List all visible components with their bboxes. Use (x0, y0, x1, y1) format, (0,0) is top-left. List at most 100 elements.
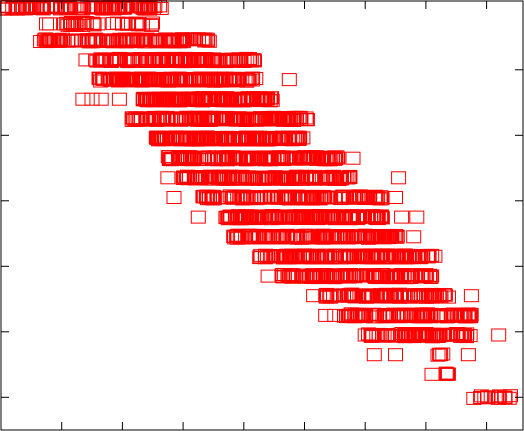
data-point (407, 328, 423, 342)
data-point (232, 190, 248, 203)
data-point (250, 231, 266, 245)
data-point (150, 72, 166, 86)
data-point (360, 289, 376, 303)
data-point (303, 250, 319, 264)
data-point (219, 54, 235, 68)
data-point (443, 327, 459, 341)
data-point (491, 328, 507, 342)
data-point (125, 52, 141, 66)
data-point (197, 32, 213, 46)
data-point (78, 16, 94, 29)
data-point (388, 269, 404, 283)
data-point (355, 209, 371, 223)
data-point (410, 290, 425, 304)
data-point (249, 192, 265, 206)
data-point (316, 250, 332, 264)
data-point (235, 172, 251, 185)
data-point (282, 209, 298, 223)
data-point (216, 92, 232, 105)
data-point (452, 307, 468, 321)
data-point (222, 189, 238, 203)
data-point (186, 133, 202, 147)
data-point (321, 190, 337, 204)
data-point (131, 73, 147, 86)
data-point (492, 389, 508, 403)
data-point (257, 172, 273, 186)
data-point (227, 133, 243, 147)
data-point (129, 0, 145, 13)
data-point (180, 169, 196, 183)
data-point (394, 210, 410, 224)
data-point (437, 288, 453, 302)
data-point (42, 33, 58, 46)
data-point (433, 348, 449, 362)
data-point (178, 170, 194, 184)
data-point (189, 55, 205, 68)
data-point (287, 250, 303, 264)
data-point (43, 34, 58, 48)
data-point (229, 73, 244, 87)
data-point (172, 71, 188, 85)
data-point (327, 268, 342, 282)
data-point (501, 391, 517, 405)
data-point (206, 192, 222, 206)
data-point (199, 91, 215, 105)
data-point (273, 132, 289, 146)
data-point (195, 91, 211, 105)
data-point (287, 152, 303, 166)
data-point (327, 308, 343, 322)
data-point (33, 35, 49, 48)
data-point (172, 35, 188, 49)
data-point (232, 71, 248, 85)
data-point (95, 72, 111, 86)
data-point (305, 192, 320, 206)
data-point (105, 17, 121, 31)
data-point (298, 270, 314, 284)
data-point (14, 1, 30, 15)
data-point (286, 269, 302, 283)
data-point (138, 53, 154, 67)
data-point (423, 271, 439, 284)
data-point (135, 93, 151, 106)
data-point (370, 249, 386, 263)
data-point (253, 91, 269, 105)
data-point (273, 249, 289, 263)
data-point (152, 0, 168, 13)
data-point (196, 94, 212, 108)
data-point (161, 74, 176, 88)
data-point (237, 72, 253, 86)
data-point (160, 171, 176, 185)
data-point (391, 171, 407, 185)
data-point (253, 211, 269, 225)
data-point (241, 228, 257, 242)
data-point (200, 33, 216, 47)
data-point (89, 54, 105, 68)
data-point (172, 94, 188, 108)
data-point (292, 251, 307, 265)
data-point (303, 171, 319, 185)
data-point (109, 16, 125, 30)
data-point (203, 113, 219, 127)
data-point (304, 170, 320, 184)
data-point (430, 348, 446, 362)
data-point (152, 53, 167, 67)
data-point (234, 230, 250, 244)
data-point (361, 327, 376, 341)
data-point (197, 111, 213, 125)
data-point (199, 130, 215, 144)
data-point (450, 328, 465, 342)
data-point (426, 288, 442, 301)
data-point (497, 391, 513, 404)
data-point (195, 152, 211, 166)
data-point (70, 33, 86, 47)
data-point (357, 192, 373, 205)
data-point (75, 92, 91, 106)
data-point (379, 289, 395, 303)
data-point (404, 308, 420, 322)
data-point (415, 270, 431, 284)
data-point (279, 191, 295, 205)
data-point (282, 113, 298, 127)
data-point (223, 169, 239, 183)
data-point (173, 151, 189, 165)
data-point (179, 51, 195, 65)
